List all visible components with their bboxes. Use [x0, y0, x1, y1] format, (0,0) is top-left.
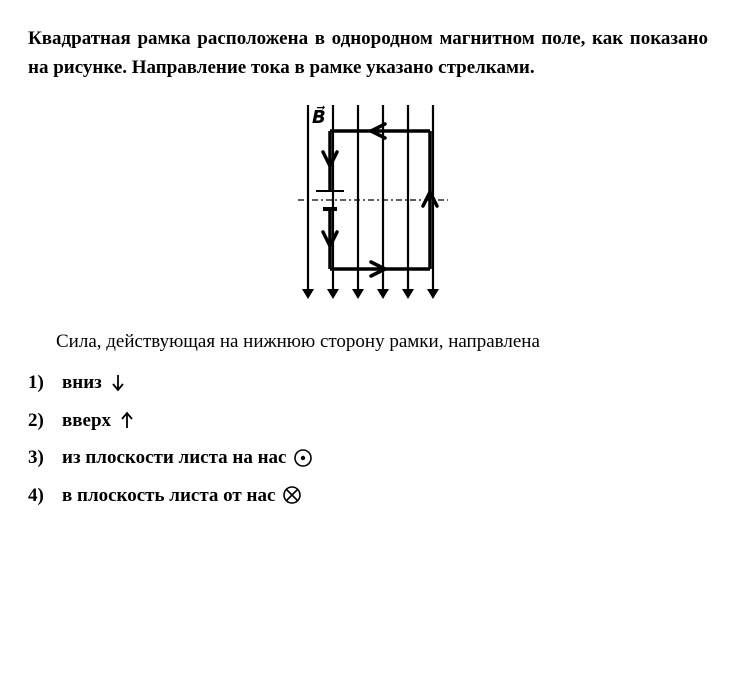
option-number: 1)	[28, 368, 56, 397]
svg-text:B⃗: B⃗	[312, 106, 326, 127]
arrow-down-icon	[108, 372, 128, 394]
option-4: 4) в плоскость листа от нас	[28, 481, 708, 510]
figure-container: B⃗	[28, 99, 708, 309]
option-text: из плоскости листа на нас	[62, 443, 286, 472]
option-text: вниз	[62, 368, 102, 397]
option-2: 2) вверх	[28, 406, 708, 435]
problem-statement: Квадратная рамка расположена в однородно…	[28, 24, 708, 83]
question-text: Сила, действующая на нижнюю сторону рамк…	[28, 327, 708, 356]
option-number: 3)	[28, 443, 56, 472]
option-text: в плоскость листа от нас	[62, 481, 275, 510]
arrow-up-icon	[117, 409, 137, 431]
option-number: 4)	[28, 481, 56, 510]
field-loop-figure: B⃗	[268, 99, 468, 309]
option-text: вверх	[62, 406, 111, 435]
option-1: 1) вниз	[28, 368, 708, 397]
options-list: 1) вниз 2) вверх 3) из плоскости листа н…	[28, 368, 708, 510]
option-number: 2)	[28, 406, 56, 435]
circle-cross-icon	[281, 484, 303, 506]
option-3: 3) из плоскости листа на нас	[28, 443, 708, 472]
circle-dot-icon	[292, 447, 314, 469]
